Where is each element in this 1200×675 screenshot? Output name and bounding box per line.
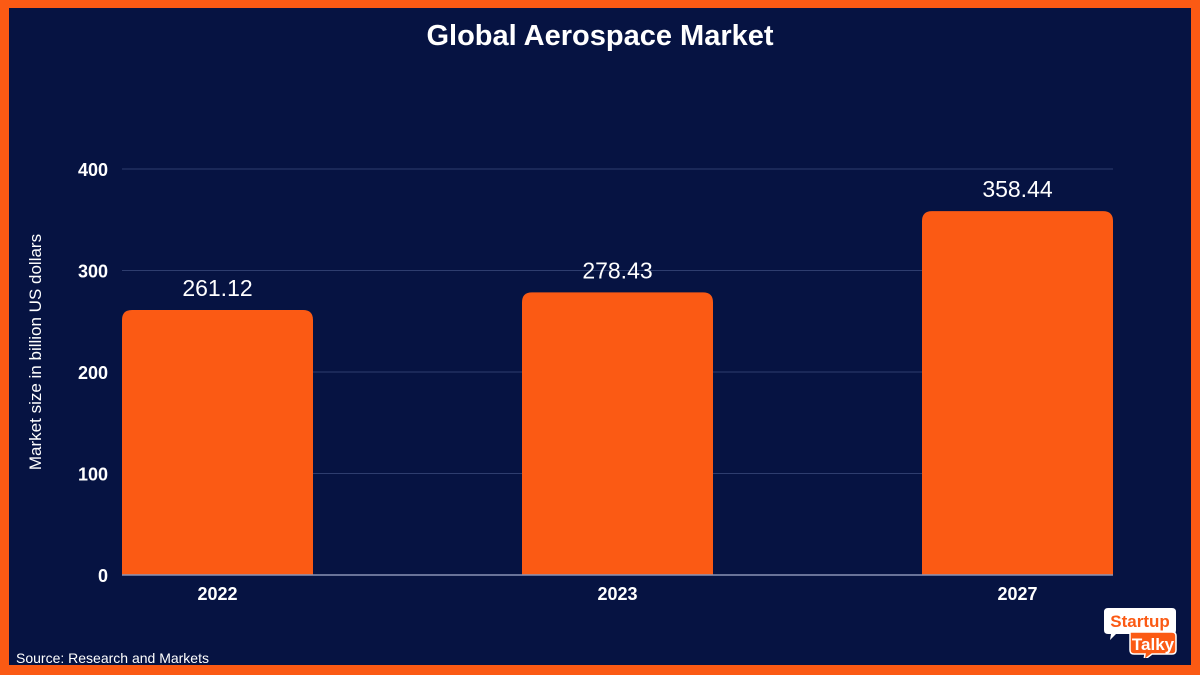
data-label: 278.43 [582, 257, 652, 283]
y-tick-label: 400 [78, 160, 108, 180]
bar-2022 [122, 309, 313, 575]
bar-2027 [922, 211, 1113, 575]
x-tick-label: 2027 [997, 584, 1037, 604]
svg-text:Startup: Startup [1110, 612, 1170, 631]
y-tick-label: 300 [78, 262, 108, 282]
x-tick-label: 2023 [597, 584, 637, 604]
source-note: Source: Research and Markets [16, 650, 209, 666]
data-label: 358.44 [982, 176, 1053, 202]
x-tick-label: 2022 [197, 584, 237, 604]
data-label: 261.12 [182, 275, 252, 301]
y-tick-label: 200 [78, 363, 108, 383]
y-tick-label: 100 [78, 465, 108, 485]
y-tick-label: 0 [98, 566, 108, 586]
startuptalky-logo: Startup Talky [1104, 608, 1177, 658]
svg-text:Talky: Talky [1132, 635, 1175, 654]
chart-title: Global Aerospace Market [426, 20, 774, 52]
bar-2023 [522, 292, 713, 575]
